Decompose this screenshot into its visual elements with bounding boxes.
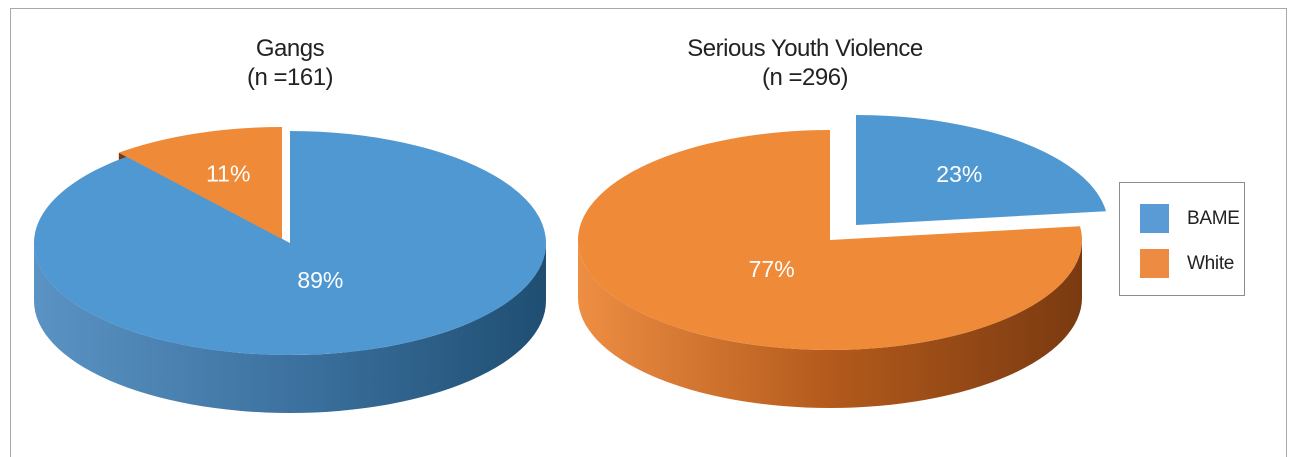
pie-1-side-white xyxy=(578,240,1082,408)
pie-0-slice-white xyxy=(118,127,282,239)
pie-gangs: 89% 11% xyxy=(33,127,547,413)
legend-item-bame: BAME xyxy=(1140,204,1240,233)
pie-0-label-white: 11% xyxy=(206,161,250,187)
legend-label-white: White xyxy=(1187,252,1235,274)
subtitle-syv: (n =296) xyxy=(761,64,849,91)
title-syv: Serious Youth Violence xyxy=(687,35,923,62)
pie-serious-youth-violence: 23% 77% xyxy=(578,115,1107,408)
legend-item-white: White xyxy=(1140,249,1234,278)
chart-title-syv: Serious Youth Violence (n =296) xyxy=(660,34,950,92)
pie-1-slice-bame xyxy=(856,115,1107,225)
chart-frame xyxy=(10,8,1287,457)
pie-0-label-bame: 89% xyxy=(297,267,343,293)
title-gangs: Gangs xyxy=(255,35,325,62)
chart-title-gangs: Gangs (n =161) xyxy=(190,34,390,92)
pie-1-label-bame: 23% xyxy=(936,161,982,187)
pie-0-slice-bame xyxy=(33,131,547,356)
pie-1-label-white: 77% xyxy=(749,256,795,282)
legend-label-bame: BAME xyxy=(1187,207,1240,229)
pie-0-side-bame xyxy=(34,243,546,413)
subtitle-gangs: (n =161) xyxy=(246,64,334,91)
legend: BAME White xyxy=(1119,182,1245,296)
pie-1-slice-white xyxy=(578,130,1082,350)
legend-swatch-white xyxy=(1140,249,1169,278)
legend-swatch-bame xyxy=(1140,204,1169,233)
